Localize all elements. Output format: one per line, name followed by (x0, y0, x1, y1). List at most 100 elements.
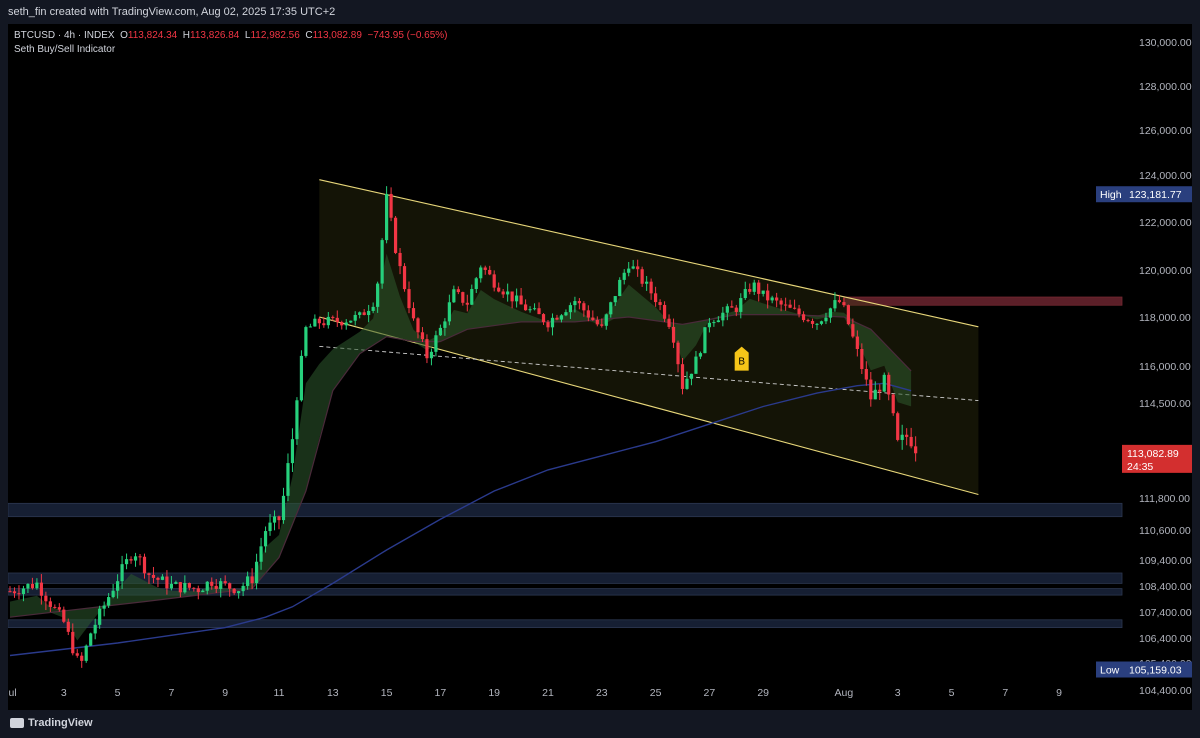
channel-upper-line[interactable] (319, 179, 979, 328)
candle[interactable] (824, 312, 828, 325)
candle[interactable] (842, 297, 846, 308)
candle[interactable] (846, 304, 850, 326)
candle[interactable] (860, 343, 864, 374)
candle[interactable] (743, 281, 747, 300)
price-chart[interactable]: 130,000.00 128,000.00 126,000.00 124,000.00… (8, 24, 1192, 710)
candle[interactable] (645, 275, 649, 291)
candle[interactable] (739, 293, 743, 319)
candle[interactable] (474, 276, 478, 293)
candle[interactable] (290, 428, 295, 472)
candle[interactable] (532, 303, 537, 311)
candle[interactable] (250, 568, 254, 590)
candle[interactable] (604, 313, 608, 330)
candle[interactable] (815, 322, 819, 330)
candle[interactable] (497, 282, 501, 293)
candle[interactable] (178, 581, 182, 598)
candle[interactable] (595, 316, 599, 327)
candle[interactable] (210, 577, 214, 590)
candle[interactable] (622, 269, 626, 285)
candle[interactable] (519, 288, 523, 305)
candle[interactable] (465, 294, 469, 312)
candle[interactable] (523, 299, 528, 311)
candle[interactable] (223, 575, 227, 586)
candle[interactable] (133, 552, 138, 567)
candle[interactable] (26, 583, 30, 593)
candle[interactable] (353, 311, 357, 326)
candle[interactable] (389, 187, 393, 222)
candle[interactable] (138, 554, 142, 566)
candle[interactable] (492, 270, 496, 292)
candle[interactable] (770, 295, 774, 304)
candle[interactable] (546, 319, 550, 332)
candle[interactable] (613, 296, 617, 306)
candle[interactable] (84, 644, 88, 663)
candle[interactable] (385, 186, 389, 244)
candle[interactable] (254, 553, 259, 590)
candle[interactable] (17, 585, 21, 600)
candle[interactable] (515, 288, 519, 308)
candle[interactable] (147, 572, 151, 584)
candle[interactable] (779, 298, 783, 312)
candle[interactable] (340, 320, 344, 330)
candle[interactable] (116, 574, 120, 599)
candle[interactable] (299, 350, 304, 402)
candle[interactable] (649, 278, 653, 300)
candle[interactable] (111, 583, 115, 599)
candle[interactable] (792, 299, 797, 310)
candle[interactable] (326, 311, 330, 329)
candle[interactable] (537, 302, 541, 315)
candle[interactable] (766, 283, 770, 309)
candle[interactable] (402, 263, 407, 292)
candle[interactable] (344, 319, 348, 330)
candle[interactable] (165, 570, 169, 595)
candle[interactable] (120, 555, 124, 590)
candle[interactable] (725, 303, 729, 321)
candle[interactable] (434, 330, 438, 357)
candle[interactable] (376, 281, 380, 313)
candle[interactable] (228, 582, 232, 597)
candle[interactable] (851, 318, 855, 339)
candle[interactable] (869, 371, 873, 407)
candle[interactable] (555, 314, 559, 321)
candle[interactable] (66, 618, 70, 636)
candle[interactable] (461, 291, 465, 306)
candle[interactable] (900, 424, 904, 450)
candle[interactable] (873, 381, 877, 400)
candle[interactable] (582, 301, 586, 317)
candle[interactable] (425, 334, 429, 364)
candle[interactable] (541, 313, 546, 325)
candle[interactable] (801, 311, 806, 323)
candle[interactable] (568, 302, 573, 319)
candle[interactable] (775, 292, 779, 308)
candle[interactable] (662, 301, 667, 322)
candle[interactable] (761, 290, 765, 297)
buy-signal-marker[interactable]: B (734, 346, 749, 371)
candle[interactable] (75, 649, 79, 658)
candle[interactable] (734, 304, 738, 317)
candle[interactable] (470, 284, 474, 306)
candle[interactable] (447, 294, 451, 326)
candle[interactable] (8, 586, 12, 593)
candle[interactable] (456, 286, 460, 295)
candle[interactable] (797, 304, 801, 318)
candle[interactable] (676, 340, 680, 373)
candle[interactable] (680, 357, 685, 395)
candle[interactable] (286, 453, 290, 502)
candle[interactable] (564, 309, 568, 317)
candle[interactable] (80, 652, 84, 668)
candle[interactable] (788, 299, 792, 309)
candle[interactable] (600, 318, 604, 328)
candle[interactable] (44, 591, 48, 611)
candle[interactable] (658, 299, 662, 311)
candle[interactable] (914, 436, 918, 462)
candle[interactable] (335, 310, 339, 327)
candle[interactable] (304, 325, 308, 358)
candle[interactable] (232, 588, 236, 595)
candle[interactable] (62, 606, 66, 624)
candle[interactable] (757, 280, 761, 302)
candle[interactable] (591, 310, 595, 321)
candle[interactable] (429, 348, 434, 366)
candle[interactable] (627, 261, 631, 277)
candle[interactable] (452, 285, 456, 303)
candle[interactable] (39, 574, 43, 605)
